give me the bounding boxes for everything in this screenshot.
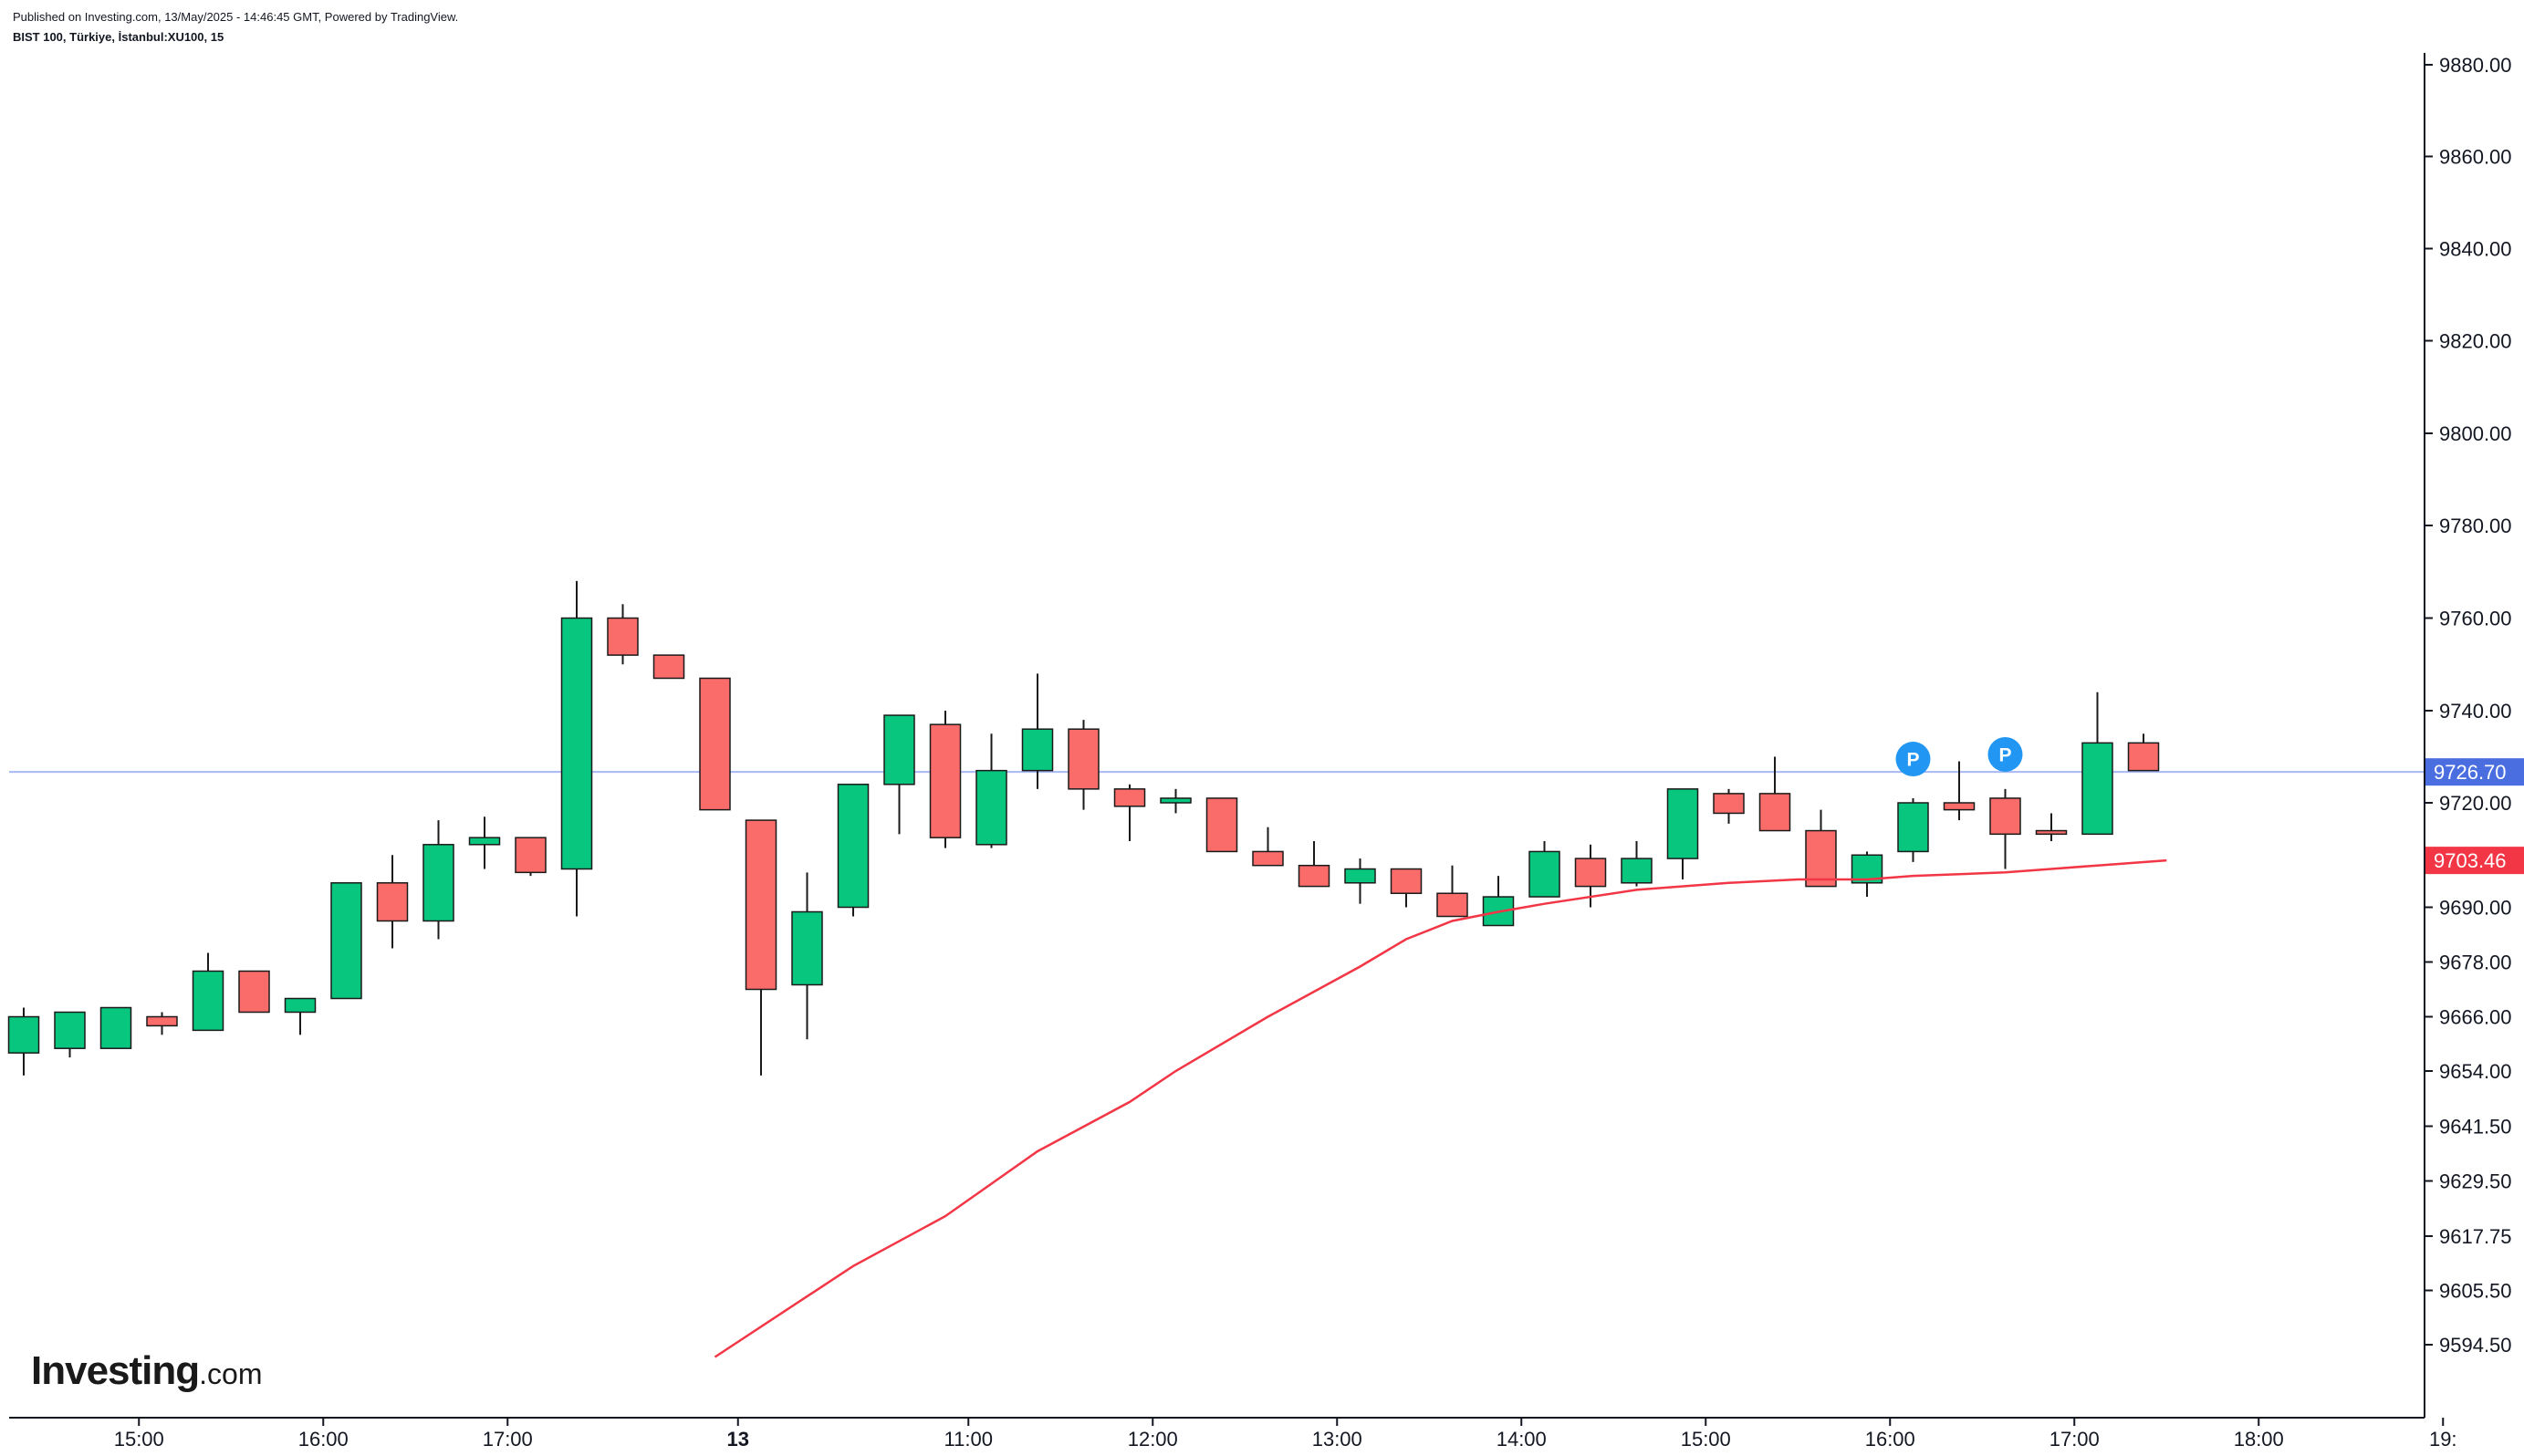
candle-down	[607, 617, 639, 656]
symbol-info: BIST 100, Türkiye, İstanbul:XU100, 15	[13, 30, 224, 44]
x-tick-label: 19:	[2429, 1428, 2457, 1451]
candle-up	[1528, 850, 1560, 898]
candle-down	[1436, 892, 1468, 918]
candle-up	[99, 1006, 132, 1049]
y-tick-label: 9860.00	[2439, 146, 2512, 169]
candle-down	[238, 970, 270, 1014]
p-marker	[1895, 742, 1931, 777]
y-tick-label: 9760.00	[2439, 608, 2512, 630]
candle-down	[1113, 788, 1146, 807]
moving-average-line	[714, 858, 2167, 1358]
candle-up	[791, 910, 823, 986]
candle-down	[376, 882, 409, 922]
y-tick-label: 9678.00	[2439, 952, 2512, 974]
logo-brand: Investing	[31, 1348, 200, 1393]
candle-down	[2127, 742, 2160, 772]
y-tick-label: 9654.00	[2439, 1060, 2512, 1083]
candle-down	[146, 1015, 178, 1027]
candle-up	[192, 970, 224, 1032]
candle-up	[1160, 797, 1192, 804]
candle-down	[1205, 797, 1238, 853]
y-tick-label: 9629.50	[2439, 1170, 2512, 1193]
y-tick-label: 9605.50	[2439, 1280, 2512, 1303]
candle-up	[1621, 858, 1653, 884]
candle-up	[975, 769, 1007, 846]
candle-up	[560, 617, 593, 870]
p-marker	[1987, 736, 2023, 772]
candle-up	[1897, 802, 1929, 853]
x-tick-label: 11:00	[944, 1428, 993, 1451]
last-price-label-text: 9726.70	[2434, 761, 2507, 784]
y-tick-label: 9880.00	[2439, 54, 2512, 77]
y-tick-label: 9641.50	[2439, 1116, 2512, 1139]
candle-up	[330, 882, 362, 1000]
y-tick-label: 9617.75	[2439, 1225, 2512, 1248]
candle-down	[515, 837, 547, 874]
publish-info: Published on Investing.com, 13/May/2025 …	[13, 10, 459, 24]
y-tick-label: 9740.00	[2439, 700, 2512, 723]
candle-down	[929, 723, 962, 838]
ma-price-label-text: 9703.46	[2434, 849, 2507, 872]
candle-up	[883, 714, 915, 785]
candle-up	[468, 837, 501, 846]
candle-up	[1344, 868, 1376, 884]
p-marker-label: P	[1906, 750, 1919, 771]
candle-down	[1943, 802, 1976, 811]
y-tick-label: 9840.00	[2439, 238, 2512, 261]
x-tick-label: 12:00	[1128, 1428, 1178, 1451]
x-tick-label: 13:00	[1312, 1428, 1362, 1451]
y-tick-label: 9800.00	[2439, 422, 2512, 445]
candle-down	[1989, 797, 2021, 836]
y-tick-label: 9720.00	[2439, 792, 2512, 815]
x-tick-label: 17:00	[483, 1428, 533, 1451]
candle-down	[699, 677, 731, 811]
y-tick-label: 9780.00	[2439, 515, 2512, 537]
candle-down	[745, 819, 777, 991]
candle-down	[2035, 829, 2068, 836]
candle-down	[1758, 793, 1791, 832]
x-tick-label: 16:00	[298, 1428, 349, 1451]
p-marker-label: P	[1998, 744, 2011, 765]
candle-down	[1713, 793, 1745, 815]
candle-down	[1298, 864, 1330, 888]
x-tick-label: 15:00	[114, 1428, 164, 1451]
candle-up	[1021, 728, 1054, 772]
candle-up	[837, 784, 870, 909]
y-tick-label: 9690.00	[2439, 897, 2512, 920]
candle-down	[1805, 829, 1837, 888]
x-tick-label: 13	[727, 1428, 749, 1451]
chart-axes: 9880.00 9860.00 9840.00 9820.00 9800.00 9780.…	[9, 53, 2524, 1451]
ma-price-label-box	[2425, 847, 2524, 875]
x-tick-label: 18:00	[2234, 1428, 2284, 1451]
candle-up	[54, 1011, 86, 1049]
candle-down	[1252, 850, 1284, 867]
x-tick-label: 15:00	[1681, 1428, 1731, 1451]
last-price-label-box	[2425, 758, 2524, 786]
candle-up	[284, 997, 317, 1014]
candle-up	[422, 844, 454, 922]
candle-down	[1390, 868, 1423, 894]
candle-down	[1574, 858, 1607, 888]
candle-up	[2081, 742, 2113, 836]
y-tick-label: 9594.50	[2439, 1334, 2512, 1357]
y-tick-label: 9820.00	[2439, 330, 2512, 353]
x-tick-label: 17:00	[2049, 1428, 2100, 1451]
x-tick-label: 16:00	[1865, 1428, 1915, 1451]
y-tick-label: 9666.00	[2439, 1006, 2512, 1029]
candle-down	[652, 654, 685, 680]
candle-down	[1068, 728, 1100, 790]
candle-up	[1666, 788, 1699, 859]
investing-logo: Investing.com	[31, 1348, 263, 1394]
candle-up	[7, 1015, 40, 1054]
x-tick-label: 14:00	[1497, 1428, 1547, 1451]
chart-header: Published on Investing.com, 13/May/2025 …	[13, 7, 458, 47]
logo-tld: .com	[199, 1357, 263, 1390]
